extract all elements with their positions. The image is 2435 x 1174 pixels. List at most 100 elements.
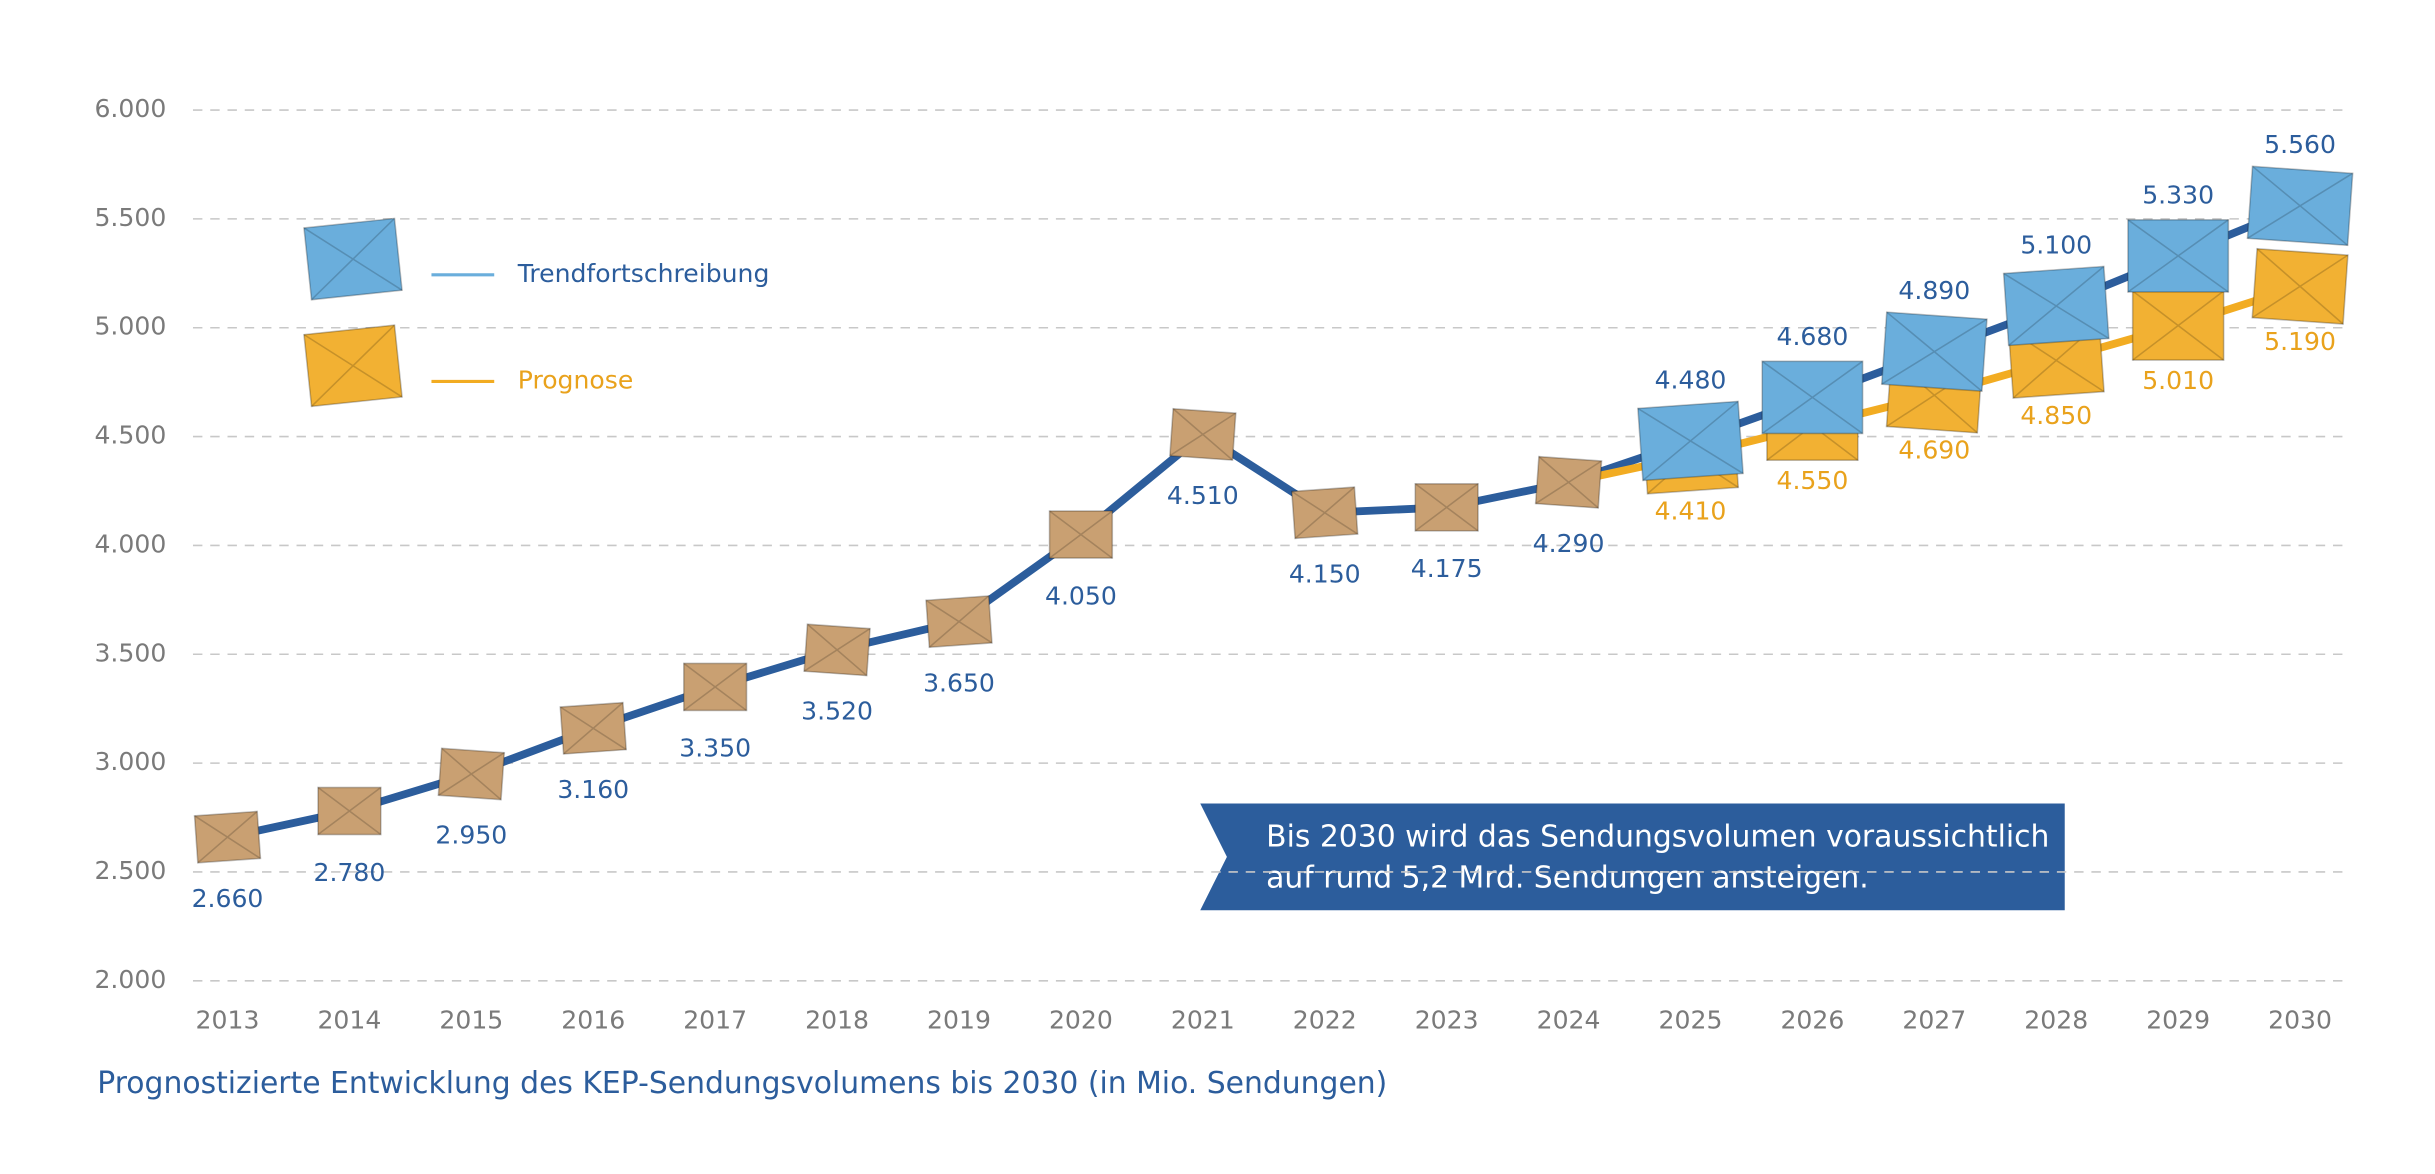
marker xyxy=(437,747,506,801)
marker xyxy=(317,786,382,836)
annotation-line: Bis 2030 wird das Sendungsvolumen voraus… xyxy=(1266,820,2049,855)
annotation-line: auf rund 5,2 Mrd. Sendungen ansteigen. xyxy=(1266,860,1869,895)
x-tick-label: 2017 xyxy=(683,1006,747,1035)
x-tick-label: 2030 xyxy=(2268,1006,2332,1035)
x-tick-label: 2019 xyxy=(927,1006,991,1035)
marker xyxy=(2251,247,2349,325)
cube xyxy=(1880,311,1988,393)
marker xyxy=(1290,486,1359,540)
legend-label: Trendfortschreibung xyxy=(517,259,770,288)
data-label: 4.890 xyxy=(1898,276,1970,305)
y-tick-label: 3.500 xyxy=(94,638,166,667)
cube-fold xyxy=(683,662,748,712)
x-tick-label: 2013 xyxy=(196,1006,260,1035)
cube xyxy=(303,217,403,301)
cube-fold xyxy=(803,623,871,677)
x-tick-label: 2023 xyxy=(1415,1006,1479,1035)
cube xyxy=(2246,165,2354,247)
cube-fold xyxy=(1637,400,1744,482)
legend-label: Prognose xyxy=(518,365,634,394)
y-tick-label: 2.000 xyxy=(94,965,166,994)
cube xyxy=(559,701,628,755)
data-label: 4.510 xyxy=(1167,481,1239,510)
x-tick-label: 2027 xyxy=(1902,1006,1966,1035)
cube xyxy=(1048,510,1114,559)
data-label: 4.410 xyxy=(1655,497,1727,526)
cube-fold xyxy=(1169,408,1237,461)
cube-fold xyxy=(925,595,993,648)
data-label: 4.050 xyxy=(1045,581,1117,610)
data-label: 3.650 xyxy=(923,668,995,697)
cube xyxy=(1290,486,1359,540)
marker xyxy=(559,701,628,755)
series-line xyxy=(226,430,1570,841)
x-tick-label: 2021 xyxy=(1171,1006,1235,1035)
data-label: 2.780 xyxy=(313,858,385,887)
x-tick-label: 2014 xyxy=(317,1006,381,1035)
cube xyxy=(1534,455,1603,509)
data-label: 4.150 xyxy=(1289,560,1361,589)
cube xyxy=(303,324,403,408)
data-label: 4.290 xyxy=(1533,529,1605,558)
cube-fold xyxy=(2127,219,2229,293)
marker xyxy=(2127,219,2230,293)
cube-fold xyxy=(1049,510,1113,559)
cube xyxy=(803,623,871,677)
cube-fold xyxy=(437,747,505,801)
x-tick-label: 2020 xyxy=(1049,1006,1113,1035)
cube xyxy=(193,810,262,864)
x-tick-label: 2029 xyxy=(2146,1006,2210,1035)
data-label: 4.550 xyxy=(1776,466,1848,495)
cube-fold xyxy=(303,324,403,407)
cube-fold xyxy=(2003,265,2110,347)
x-tick-label: 2024 xyxy=(1537,1006,1601,1035)
cube xyxy=(2002,265,2110,347)
cube xyxy=(2127,219,2230,293)
cube xyxy=(1169,407,1237,461)
cube-fold xyxy=(1414,483,1479,532)
marker xyxy=(303,324,403,408)
data-label: 4.680 xyxy=(1776,322,1848,351)
marker xyxy=(682,662,748,712)
y-tick-label: 4.000 xyxy=(94,529,166,558)
cube xyxy=(682,662,748,712)
marker xyxy=(1169,407,1237,461)
cube xyxy=(925,595,993,649)
x-tick-label: 2028 xyxy=(2024,1006,2088,1035)
data-label: 5.560 xyxy=(2264,130,2336,159)
marker xyxy=(2002,265,2110,347)
marker xyxy=(1880,311,1988,393)
annotation-box xyxy=(1200,803,2065,911)
x-tick-label: 2018 xyxy=(805,1006,869,1035)
marker xyxy=(1761,360,1864,435)
data-label: 4.175 xyxy=(1411,554,1483,583)
cube-fold xyxy=(1291,486,1359,540)
x-tick-label: 2022 xyxy=(1293,1006,1357,1035)
marker xyxy=(1534,455,1603,509)
marker xyxy=(925,595,993,649)
marker xyxy=(2131,290,2225,361)
cube-fold xyxy=(2132,290,2225,361)
data-label: 5.330 xyxy=(2142,180,2214,209)
marker xyxy=(2246,165,2354,247)
y-tick-label: 4.500 xyxy=(94,421,166,450)
y-tick-label: 5.000 xyxy=(94,312,166,341)
cube-fold xyxy=(2247,165,2354,246)
data-label: 4.690 xyxy=(1898,436,1970,465)
data-label: 4.850 xyxy=(2020,401,2092,430)
marker xyxy=(193,810,262,864)
y-tick-label: 3.000 xyxy=(94,747,166,776)
cube xyxy=(1414,483,1479,532)
data-label: 5.190 xyxy=(2264,327,2336,356)
chart-title: Prognostizierte Entwicklung des KEP-Send… xyxy=(97,1066,1387,1101)
cube-fold xyxy=(194,810,261,864)
cube-fold xyxy=(1881,311,1988,392)
x-tick-label: 2026 xyxy=(1780,1006,1844,1035)
cube xyxy=(317,786,382,836)
cube xyxy=(1637,400,1744,482)
y-tick-label: 2.500 xyxy=(94,856,166,885)
cube-fold xyxy=(303,217,403,301)
data-label: 5.010 xyxy=(2142,366,2214,395)
